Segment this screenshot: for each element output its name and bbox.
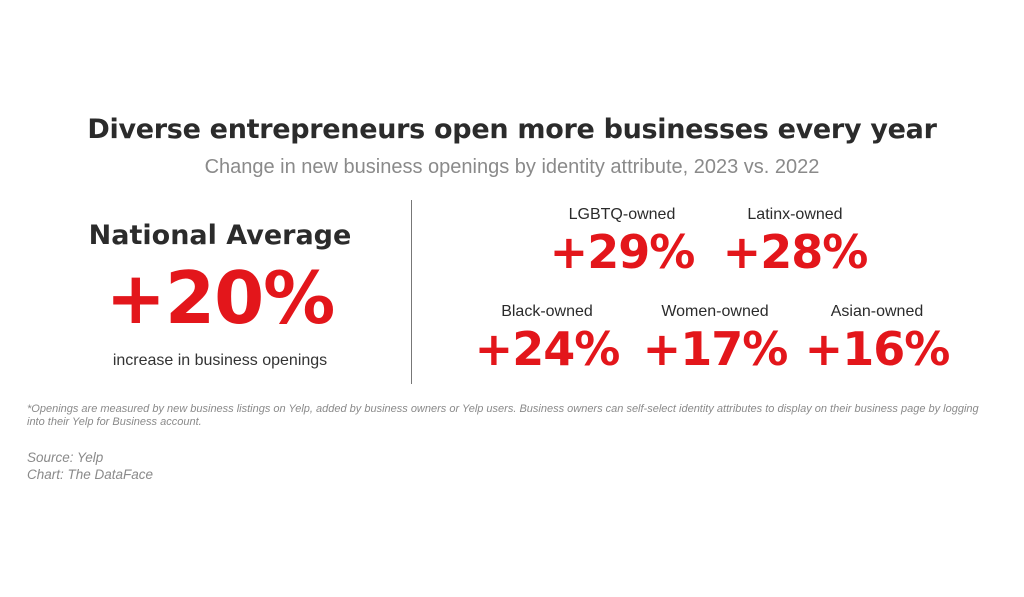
stat-value: +17%: [642, 322, 789, 376]
stat-latinx-owned: Latinx-owned +28%: [710, 205, 880, 279]
national-average-block: National Average +20% increase in busine…: [64, 218, 376, 370]
stat-label: Asian-owned: [830, 303, 924, 320]
national-average-label: National Average: [88, 220, 352, 251]
stat-women-owned: Women-owned +17%: [630, 302, 800, 376]
chart-title: Diverse entrepreneurs open more business…: [87, 114, 937, 145]
credit-text: Chart: The DataFace: [27, 467, 154, 482]
stat-asian-owned: Asian-owned +16%: [792, 302, 962, 376]
stat-label: LGBTQ-owned: [568, 206, 676, 223]
stat-value: +24%: [474, 322, 621, 376]
stat-value: +28%: [722, 225, 869, 279]
national-average-note: increase in business openings: [112, 352, 328, 369]
source-block: Source: Yelp Chart: The DataFace: [27, 449, 153, 483]
stat-value: +16%: [804, 322, 951, 376]
stat-lgbtq-owned: LGBTQ-owned +29%: [537, 205, 707, 279]
stat-label: Women-owned: [661, 303, 769, 320]
stat-label: Latinx-owned: [747, 206, 843, 223]
stat-value: +29%: [549, 225, 696, 279]
source-text: Source: Yelp: [27, 450, 104, 465]
divider-line: [411, 200, 412, 384]
chart-subtitle: Change in new business openings by ident…: [204, 156, 820, 178]
stat-black-owned: Black-owned +24%: [462, 302, 632, 376]
footnote: *Openings are measured by new business l…: [27, 403, 979, 428]
national-average-value: +20%: [105, 256, 336, 340]
stat-label: Black-owned: [501, 303, 593, 320]
